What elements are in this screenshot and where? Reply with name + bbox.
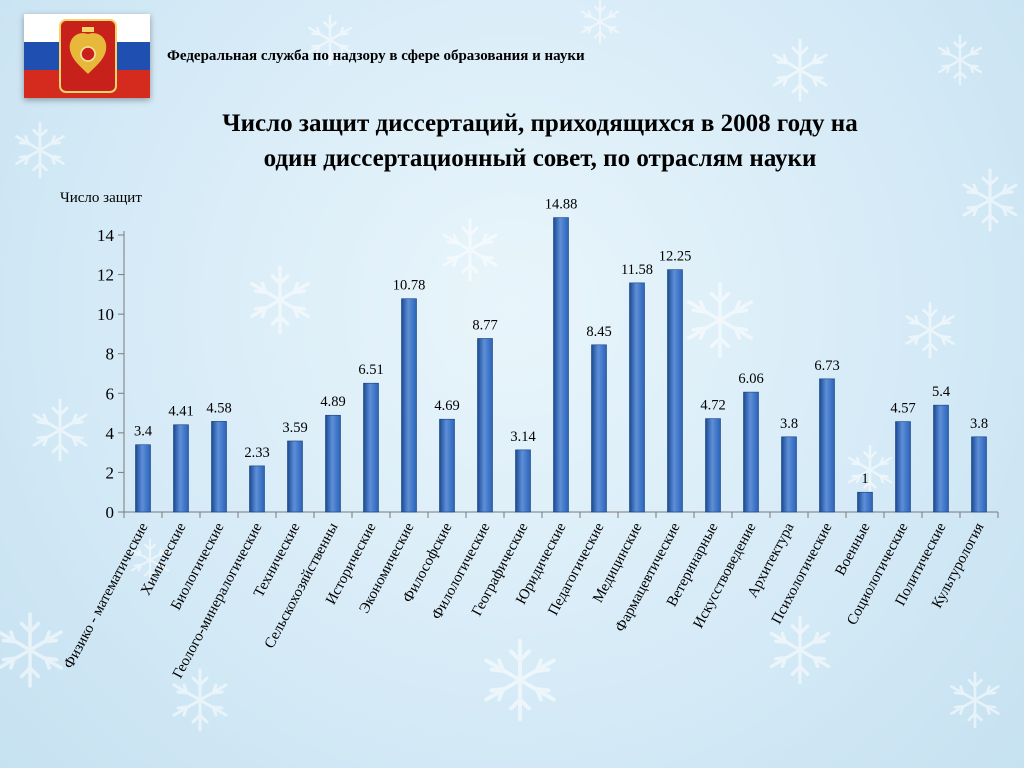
bar-value-label: 3.8	[970, 416, 988, 432]
bar	[933, 404, 949, 513]
bar-value-label: 11.58	[621, 262, 653, 278]
bar	[173, 424, 189, 513]
bar	[629, 282, 645, 513]
bar	[553, 217, 569, 513]
bar-value-label: 4.41	[168, 404, 193, 420]
bar	[857, 491, 873, 513]
y-tick-label: 12	[97, 266, 114, 285]
y-tick-label: 14	[97, 226, 115, 245]
bar-value-label: 8.77	[472, 317, 497, 333]
bar-value-label: 2.33	[244, 445, 269, 461]
bar	[591, 344, 607, 513]
chart-title-line-2: один диссертационный совет, по отраслям …	[263, 145, 817, 172]
bar	[781, 436, 797, 513]
bar	[363, 382, 379, 513]
bar-value-label: 4.72	[700, 398, 725, 414]
bar-value-label: 3.4	[134, 424, 153, 440]
bar	[249, 465, 265, 513]
bar	[895, 421, 911, 513]
bar	[971, 436, 987, 513]
bar	[439, 418, 455, 513]
bar	[287, 440, 303, 513]
bar-value-label: 10.78	[393, 278, 426, 294]
bar-value-label: 8.45	[586, 324, 611, 340]
agency-name: Федеральная служба по надзору в сфере об…	[167, 48, 585, 64]
bar-value-label: 3.14	[510, 429, 536, 445]
bar	[211, 421, 227, 513]
bar	[515, 449, 531, 513]
bar-value-label: 3.8	[780, 416, 798, 432]
bar-value-label: 4.69	[434, 398, 459, 414]
bar	[705, 418, 721, 513]
bar-value-label: 14.88	[545, 197, 578, 213]
bar	[401, 298, 417, 513]
bar-value-label: 1	[861, 471, 868, 487]
bar	[667, 269, 683, 513]
y-tick-label: 0	[106, 503, 115, 522]
bar	[743, 391, 759, 513]
chart-title-line-1: Число защит диссертаций, приходящихся в …	[222, 110, 858, 137]
y-tick-label: 10	[97, 305, 114, 324]
bar-value-label: 3.59	[282, 420, 307, 436]
y-axis-label: Число защит	[60, 190, 142, 206]
bar	[135, 444, 151, 513]
y-tick-label: 6	[106, 384, 115, 403]
bar-value-label: 4.89	[320, 394, 345, 410]
bar-value-label: 12.25	[659, 249, 692, 265]
y-tick-label: 2	[106, 463, 115, 482]
bar-value-label: 4.58	[206, 400, 231, 416]
bar-value-label: 6.51	[358, 362, 383, 378]
bar	[325, 414, 341, 513]
bar	[819, 378, 835, 513]
bar-value-label: 4.57	[890, 401, 915, 417]
y-tick-label: 8	[106, 345, 115, 364]
bar	[477, 338, 493, 513]
x-category-label: Физико - математические	[61, 520, 152, 671]
chart-title: Число защит диссертаций, приходящихся в …	[130, 106, 950, 176]
russian-flag-emblem	[24, 14, 150, 98]
bar-value-label: 6.06	[738, 371, 763, 387]
bar-value-label: 5.4	[932, 384, 951, 400]
x-category-label: Военные	[833, 520, 874, 578]
bar-value-label: 6.73	[814, 358, 839, 374]
y-tick-label: 4	[106, 424, 115, 443]
